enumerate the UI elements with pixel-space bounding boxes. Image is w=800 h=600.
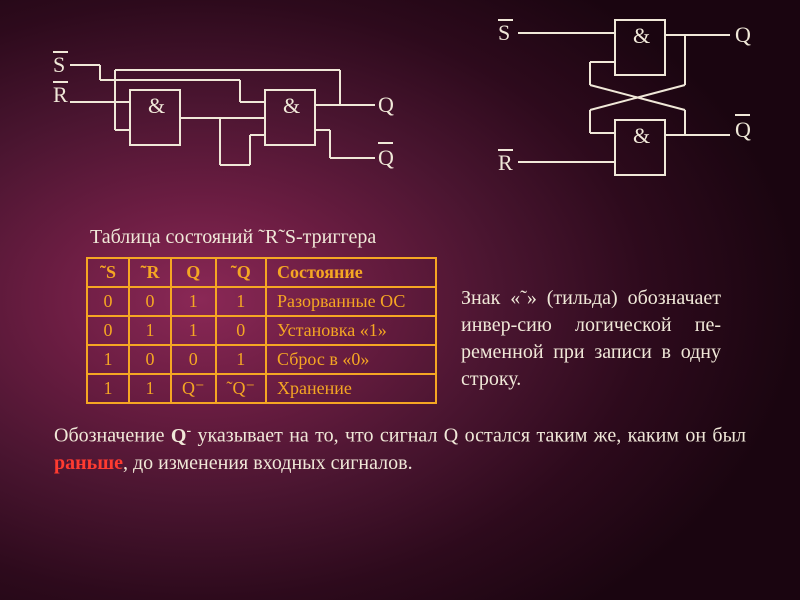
- side-note: Знак «˜» (тильда) обозначает инвер-сию л…: [461, 257, 721, 404]
- truth-table: ˜S˜RQ˜QСостояние 0011Разорванные ОС0110У…: [86, 257, 437, 404]
- label-r: R: [53, 82, 68, 107]
- table-cell: 0: [171, 345, 216, 374]
- table-cell: ˜Q⁻: [216, 374, 267, 403]
- table-cell: 0: [129, 345, 171, 374]
- table-header: ˜S: [87, 258, 129, 287]
- table-cell: 1: [129, 374, 171, 403]
- svg-text:&: &: [633, 123, 650, 148]
- right-circuit: S & Q R & Q: [470, 0, 790, 210]
- label-r-2: R: [498, 150, 513, 175]
- table-cell: 0: [87, 287, 129, 316]
- table-header: ˜Q: [216, 258, 267, 287]
- table-header: Q: [171, 258, 216, 287]
- circuit-diagrams: S R & & Q Q: [0, 0, 800, 220]
- table-cell: 1: [129, 316, 171, 345]
- table-cell: 1: [87, 345, 129, 374]
- bottom-note: Обозначение Q- указывает на то, что сигн…: [0, 404, 800, 477]
- table-header: Состояние: [266, 258, 436, 287]
- table-header: ˜R: [129, 258, 171, 287]
- table-row: 0110Установка «1»: [87, 316, 436, 345]
- svg-text:&: &: [633, 23, 650, 48]
- table-cell: 1: [171, 316, 216, 345]
- content-row: ˜S˜RQ˜QСостояние 0011Разорванные ОС0110У…: [0, 257, 800, 404]
- table-cell: 0: [216, 316, 267, 345]
- label-nq-2: Q: [735, 117, 751, 142]
- table-cell: 1: [171, 287, 216, 316]
- table-cell: Установка «1»: [266, 316, 436, 345]
- table-cell: 1: [87, 374, 129, 403]
- table-title: Таблица состояний ˜R˜S-триггера: [90, 226, 800, 249]
- table-row: 0011Разорванные ОС: [87, 287, 436, 316]
- label-s-2: S: [498, 20, 510, 45]
- left-circuit: S R & & Q Q: [20, 0, 440, 210]
- table-row: 1001Сброс в «0»: [87, 345, 436, 374]
- table-cell: 0: [87, 316, 129, 345]
- table-cell: Сброс в «0»: [266, 345, 436, 374]
- table-cell: Q⁻: [171, 374, 216, 403]
- table-cell: Хранение: [266, 374, 436, 403]
- table-cell: 1: [216, 287, 267, 316]
- table-cell: 0: [129, 287, 171, 316]
- table-cell: Разорванные ОС: [266, 287, 436, 316]
- label-s: S: [53, 52, 65, 77]
- svg-text:&: &: [283, 93, 300, 118]
- table-cell: 1: [216, 345, 267, 374]
- svg-text:&: &: [148, 93, 165, 118]
- label-nq: Q: [378, 145, 394, 170]
- table-row: 11Q⁻˜Q⁻Хранение: [87, 374, 436, 403]
- label-q-2: Q: [735, 22, 751, 47]
- label-q: Q: [378, 92, 394, 117]
